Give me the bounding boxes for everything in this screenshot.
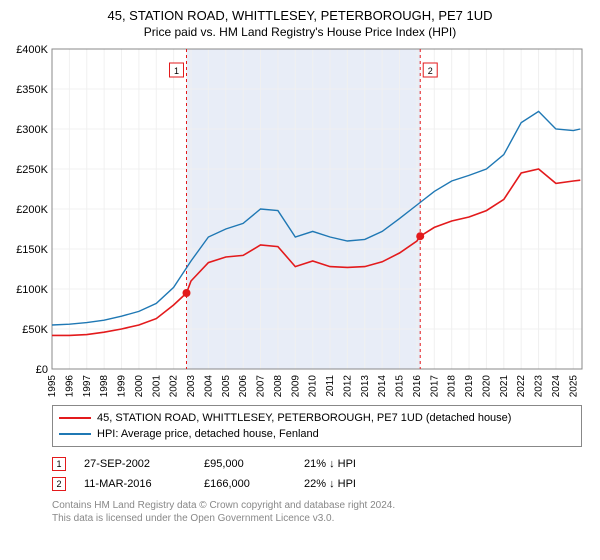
svg-text:2021: 2021 (499, 375, 510, 398)
title-sub: Price paid vs. HM Land Registry's House … (12, 25, 588, 39)
attribution-line1: Contains HM Land Registry data © Crown c… (52, 499, 588, 512)
legend-row-blue: HPI: Average price, detached house, Fenl… (59, 426, 575, 442)
svg-text:2018: 2018 (447, 375, 458, 398)
svg-text:2020: 2020 (481, 375, 492, 398)
title-block: 45, STATION ROAD, WHITTLESEY, PETERBOROU… (12, 8, 588, 39)
svg-text:1: 1 (174, 66, 179, 76)
chart-svg: 1 2 £0 £50K £100K £150K £200K £250K £300K £350K £4… (12, 45, 588, 399)
marker-badge: 2 (52, 477, 66, 491)
svg-text:2017: 2017 (429, 375, 440, 398)
svg-text:£50K: £50K (22, 324, 48, 336)
marker-date: 11-MAR-2016 (84, 478, 204, 490)
svg-text:2: 2 (428, 66, 433, 76)
svg-text:2014: 2014 (377, 375, 388, 398)
svg-text:2010: 2010 (308, 375, 319, 398)
svg-text:2001: 2001 (151, 375, 162, 398)
marker-date: 27-SEP-2002 (84, 458, 204, 470)
marker-diff: 21% ↓ HPI (304, 458, 424, 470)
svg-text:2005: 2005 (221, 375, 232, 398)
svg-text:2023: 2023 (534, 375, 545, 398)
svg-text:£150K: £150K (16, 244, 48, 256)
legend-label-blue: HPI: Average price, detached house, Fenl… (97, 428, 319, 440)
legend-swatch-red (59, 417, 91, 419)
svg-text:2016: 2016 (412, 375, 423, 398)
svg-text:£0: £0 (36, 364, 48, 376)
legend-swatch-blue (59, 433, 91, 435)
chart-area: 1 2 £0 £50K £100K £150K £200K £250K £300K £350K £4… (12, 45, 588, 399)
svg-text:2009: 2009 (290, 375, 301, 398)
svg-text:£350K: £350K (16, 84, 48, 96)
svg-text:2013: 2013 (360, 375, 371, 398)
svg-text:2007: 2007 (256, 375, 267, 398)
svg-text:2006: 2006 (238, 375, 249, 398)
attribution: Contains HM Land Registry data © Crown c… (52, 499, 588, 525)
svg-text:2015: 2015 (395, 375, 406, 398)
title-main: 45, STATION ROAD, WHITTLESEY, PETERBOROU… (12, 8, 588, 23)
marker-row: 1 27-SEP-2002£95,00021% ↓ HPI (52, 455, 588, 473)
chart-container: 45, STATION ROAD, WHITTLESEY, PETERBOROU… (0, 0, 600, 560)
svg-text:£400K: £400K (16, 45, 48, 56)
legend-label-red: 45, STATION ROAD, WHITTLESEY, PETERBOROU… (97, 412, 511, 424)
marker-table: 1 27-SEP-2002£95,00021% ↓ HPI 2 11-MAR-2016… (52, 455, 588, 493)
svg-text:2025: 2025 (568, 375, 579, 398)
marker-diff: 22% ↓ HPI (304, 478, 424, 490)
svg-text:2022: 2022 (516, 375, 527, 398)
svg-text:2000: 2000 (134, 375, 145, 398)
svg-text:2004: 2004 (203, 375, 214, 398)
svg-text:1998: 1998 (99, 375, 110, 398)
marker-row: 2 11-MAR-2016£166,00022% ↓ HPI (52, 475, 588, 493)
svg-text:2024: 2024 (551, 375, 562, 398)
marker-price: £95,000 (204, 458, 304, 470)
svg-text:1996: 1996 (64, 375, 75, 398)
legend-box: 45, STATION ROAD, WHITTLESEY, PETERBOROU… (52, 405, 582, 447)
marker-price: £166,000 (204, 478, 304, 490)
svg-text:£200K: £200K (16, 204, 48, 216)
svg-text:2008: 2008 (273, 375, 284, 398)
svg-text:2003: 2003 (186, 375, 197, 398)
svg-text:1997: 1997 (82, 375, 93, 398)
svg-text:1999: 1999 (117, 375, 128, 398)
attribution-line2: This data is licensed under the Open Gov… (52, 512, 588, 525)
legend-row-red: 45, STATION ROAD, WHITTLESEY, PETERBOROU… (59, 410, 575, 426)
marker-badge: 1 (52, 457, 66, 471)
svg-text:£100K: £100K (16, 284, 48, 296)
svg-text:1995: 1995 (47, 375, 58, 398)
svg-text:£300K: £300K (16, 124, 48, 136)
svg-text:2011: 2011 (325, 375, 336, 397)
svg-text:2019: 2019 (464, 375, 475, 398)
svg-text:2002: 2002 (169, 375, 180, 398)
svg-text:£250K: £250K (16, 164, 48, 176)
svg-text:2012: 2012 (342, 375, 353, 398)
